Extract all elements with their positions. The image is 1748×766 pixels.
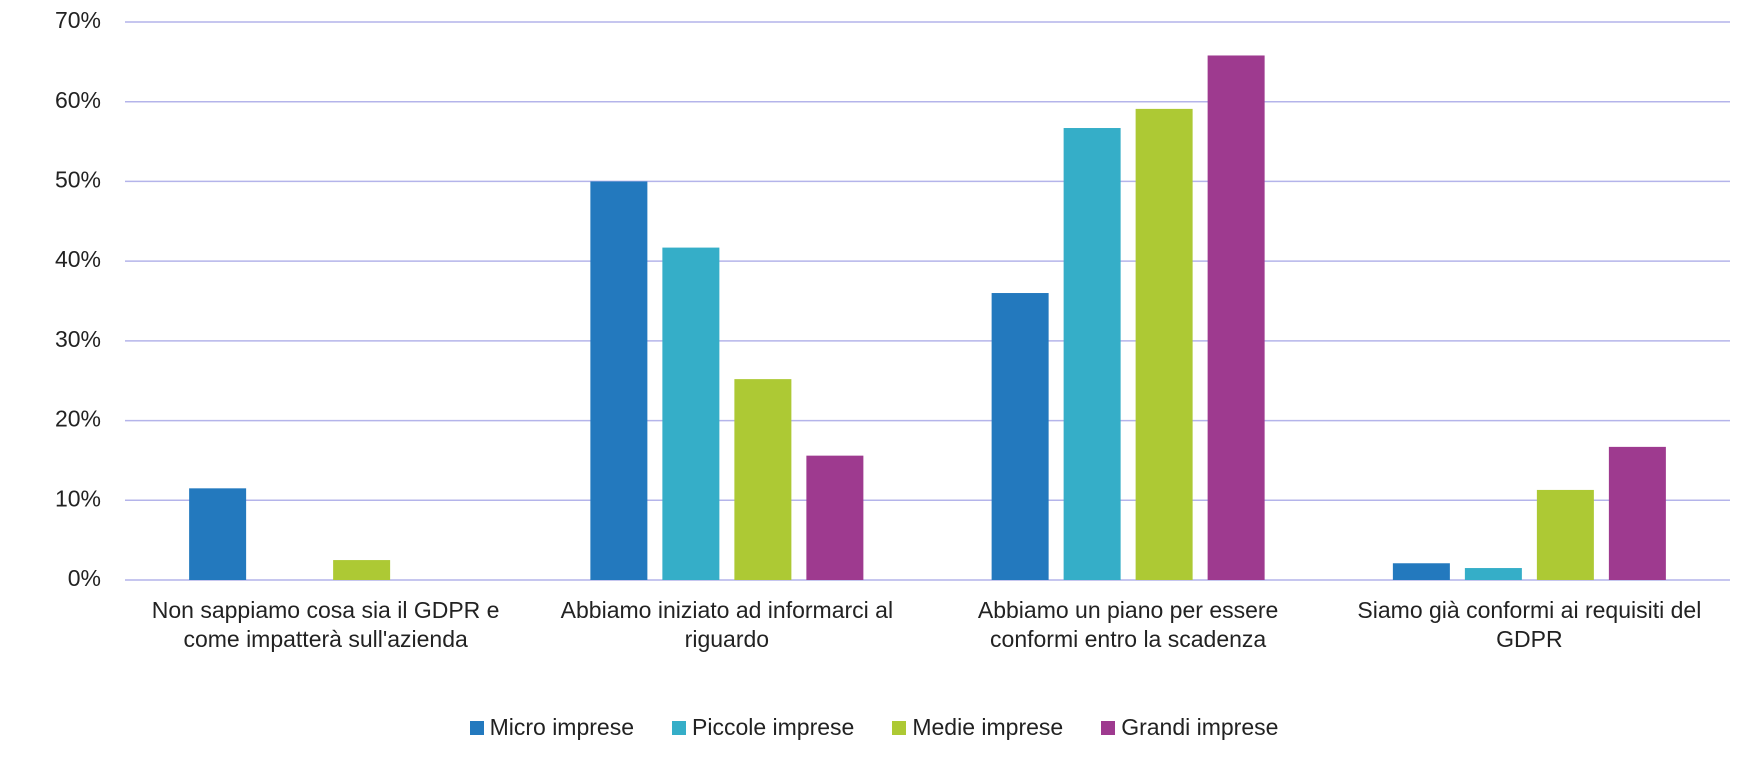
y-tick-label: 20% [55, 406, 101, 432]
bar [333, 560, 391, 580]
y-tick-label: 10% [55, 485, 101, 511]
x-tick-label: Abbiamo un piano per essere conformi ent… [977, 597, 1279, 652]
legend-item: Grandi imprese [1101, 714, 1278, 741]
bar [189, 488, 247, 580]
y-tick-label: 60% [55, 87, 101, 113]
legend-swatch [1101, 720, 1116, 735]
legend-label: Micro imprese [489, 714, 634, 740]
legend-label: Grandi imprese [1121, 714, 1279, 740]
x-tick-label: Abbiamo iniziato ad informarci al riguar… [560, 597, 894, 652]
bar [1207, 55, 1265, 581]
bar [1392, 563, 1450, 580]
bar [806, 455, 864, 580]
bar [734, 379, 792, 580]
bar [590, 181, 648, 580]
legend-swatch [892, 720, 907, 735]
legend-swatch [672, 720, 686, 735]
legend-label: Piccole imprese [692, 714, 855, 740]
bar [1608, 446, 1666, 580]
legend-swatch [469, 720, 484, 735]
y-tick-label: 0% [68, 565, 101, 591]
bar [991, 293, 1049, 580]
bar [1135, 108, 1193, 580]
legend: Micro imprese Piccole imprese Medie impres… [0, 714, 1748, 741]
x-tick-label: Non sappiamo cosa sia il GDPR e come imp… [151, 597, 500, 652]
y-tick-label: 50% [55, 167, 101, 193]
y-tick-label: 40% [55, 246, 101, 272]
legend-item: Piccole imprese [672, 714, 854, 741]
bar [1536, 489, 1594, 580]
legend-label: Medie imprese [912, 714, 1064, 740]
bar [1063, 128, 1121, 580]
y-tick-label: 70% [55, 7, 101, 33]
x-tick-label: Siamo già conformi ai requisiti del GDPR [1357, 597, 1702, 652]
legend-item: Micro imprese [469, 714, 634, 741]
legend-item: Medie imprese [892, 714, 1063, 741]
y-tick-label: 30% [55, 326, 101, 352]
bar [1464, 568, 1522, 580]
bar [662, 247, 720, 580]
